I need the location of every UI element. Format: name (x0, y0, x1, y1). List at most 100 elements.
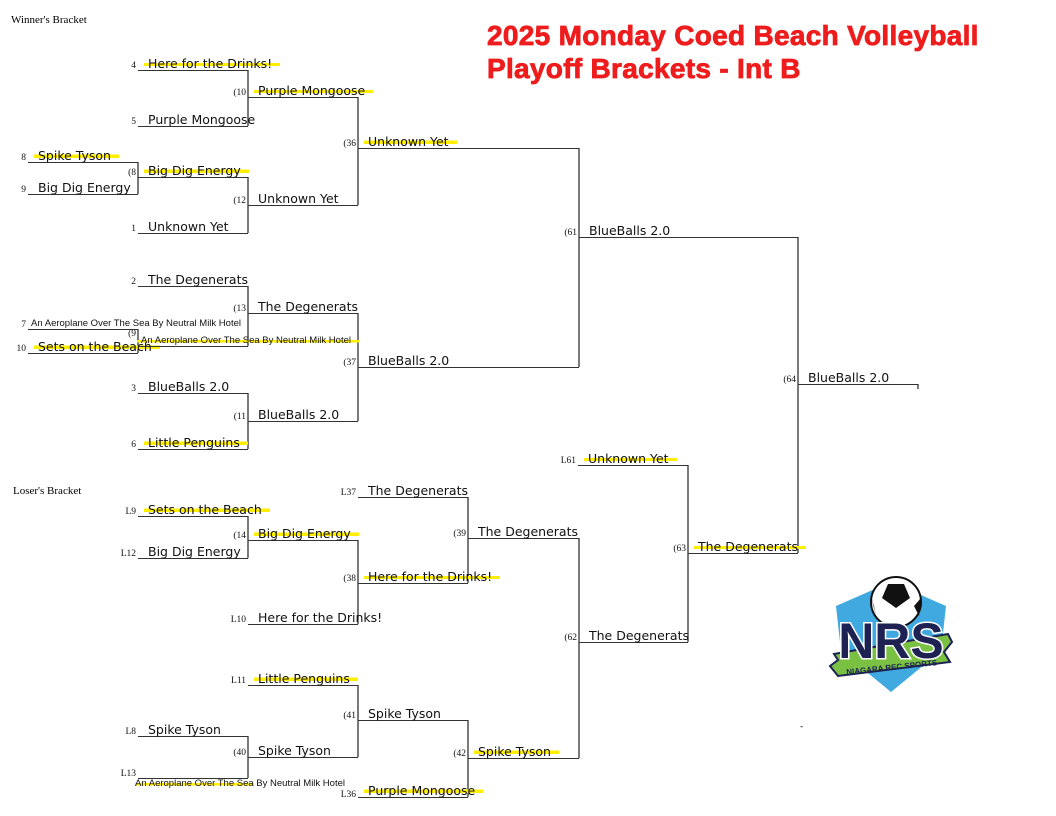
bracket-slot: Here for the Drinks! (138, 56, 281, 71)
bracket-slot: Purple Mongoose (358, 783, 484, 798)
team-name: Big Dig Energy (148, 545, 241, 558)
team-name-text: The Degenerats (589, 628, 689, 643)
team-name-text: Spike Tyson (34, 148, 119, 163)
team-name-text: The Degenerats (368, 483, 468, 498)
bracket-slot: The Degenerats (688, 539, 806, 554)
bracket-slot: Big Dig Energy (248, 526, 359, 541)
team-name-text: The Degenerats (148, 272, 248, 287)
bracket-slot: BlueBalls 2.0 (358, 354, 579, 368)
team-name: Sets on the Beach (144, 502, 270, 517)
seed-label: (63 (673, 544, 686, 554)
team-name: BlueBalls 2.0 (808, 371, 889, 384)
team-name-text: The Degenerats (694, 539, 806, 554)
bracket-slot: Sets on the Beach (28, 339, 160, 354)
seed-label: 6 (131, 440, 136, 450)
nrs-logo: NRS NIAGARA REC SPORTS (826, 576, 956, 700)
seed-label: L37 (340, 488, 356, 498)
team-name-text: Purple Mongoose (254, 83, 374, 98)
team-name-text: The Degenerats (478, 524, 578, 539)
team-name-text: BlueBalls 2.0 (368, 353, 450, 368)
seed-label: L36 (340, 790, 356, 800)
team-name-text: Little Penguins (254, 671, 358, 686)
team-name-text: Spike Tyson (368, 706, 441, 721)
team-name: Spike Tyson (474, 744, 559, 759)
team-name: Sets on the Beach (34, 339, 160, 354)
team-name: Here for the Drinks! (364, 569, 501, 584)
seed-label: L12 (120, 549, 136, 559)
team-name: Big Dig Energy (38, 181, 131, 194)
team-name: BlueBalls 2.0 (148, 380, 229, 393)
team-name-text: An Aeroplane Over The Sea By Neutral Mil… (137, 335, 359, 346)
team-name: Unknown Yet (148, 220, 229, 233)
bracket-slot: BlueBalls 2.0 (248, 408, 358, 422)
bracket-slot: Spike Tyson (28, 148, 138, 163)
bracket-slot: Spike Tyson (358, 707, 468, 721)
bracket-slot: Big Dig Energy (138, 163, 249, 178)
team-name-text: Here for the Drinks! (364, 569, 501, 584)
team-name-text: Sets on the Beach (144, 502, 270, 517)
bracket-slot: The Degenerats (579, 629, 689, 643)
team-name: The Degenerats (258, 300, 358, 313)
winners-bracket-label: Winner's Bracket (11, 14, 87, 26)
seed-label: (11 (233, 412, 246, 422)
svg-text:NRS: NRS (838, 613, 944, 669)
bracket-slot: Purple Mongoose (138, 113, 255, 127)
bracket-slot: Spike Tyson (468, 744, 579, 759)
seed-label: (40 (233, 748, 246, 758)
team-name: Little Penguins (144, 435, 248, 450)
team-name-text: Purple Mongoose (148, 112, 256, 127)
bracket-slot: Unknown Yet (578, 451, 688, 466)
bracket-slot: BlueBalls 2.0 (138, 380, 248, 394)
seed-label: (8 (128, 168, 136, 178)
team-name: BlueBalls 2.0 (258, 408, 339, 421)
bracket-slot: Little Penguins (248, 671, 358, 686)
team-name: Here for the Drinks! (144, 56, 281, 71)
team-name-text: Unknown Yet (258, 191, 339, 206)
footer-mark: - (800, 722, 804, 732)
team-name: Unknown Yet (364, 134, 457, 149)
l13-team-rest: By Neutral Milk Hotel (253, 778, 345, 789)
seed-label: 2 (131, 277, 136, 287)
team-name-text: Spike Tyson (148, 722, 221, 737)
bracket-slot: Big Dig Energy (28, 181, 138, 195)
seed-label: 10 (16, 344, 27, 354)
l13-team-name: An Aeroplane Over The Sea By Neutral Mil… (135, 778, 345, 789)
bracket-slot: Sets on the Beach (138, 502, 270, 517)
bracket-slot: Little Penguins (138, 435, 248, 450)
team-name: Little Penguins (254, 671, 358, 686)
bracket-slot: Unknown Yet (248, 192, 358, 206)
seed-label: (61 (564, 228, 577, 238)
team-name-text: Spike Tyson (258, 743, 331, 758)
team-name-text: Big Dig Energy (254, 526, 359, 541)
page-title-line1: 2025 Monday Coed Beach Volleyball (487, 20, 979, 52)
seed-label: (14 (233, 531, 246, 541)
seed-label: L13 (120, 769, 136, 779)
bracket-slot: An Aeroplane Over The Sea By Neutral Mil… (28, 318, 241, 330)
team-name-text: Little Penguins (144, 435, 248, 450)
team-name: The Degenerats (694, 539, 806, 554)
seed-label: (41 (343, 711, 356, 721)
seed-label: (36 (343, 139, 356, 149)
team-name-text: BlueBalls 2.0 (148, 379, 230, 394)
team-name-text: BlueBalls 2.0 (808, 370, 890, 385)
team-name-text: Big Dig Energy (144, 163, 249, 178)
seed-label: (12 (233, 196, 246, 206)
seed-label: L11 (231, 676, 246, 686)
seed-label: 1 (131, 224, 136, 234)
team-name: Unknown Yet (584, 451, 677, 466)
team-name: Spike Tyson (368, 707, 441, 720)
team-name: The Degenerats (478, 525, 578, 538)
l13-team-crossed: An Aeroplane Over The Sea (135, 778, 254, 789)
seed-label: (42 (453, 749, 466, 759)
bracket-slot: An Aeroplane Over The Sea By Neutral Mil… (137, 335, 359, 347)
team-name-text: Here for the Drinks! (144, 56, 281, 71)
bracket-slot: Spike Tyson (138, 723, 248, 737)
seed-label: 5 (131, 117, 136, 127)
seed-label: (38 (343, 574, 356, 584)
bracket-slot: BlueBalls 2.0 (798, 371, 918, 385)
seed-label: 3 (131, 384, 136, 394)
team-name-text: Unknown Yet (364, 134, 457, 149)
seed-label: (37 (343, 358, 356, 368)
team-name: BlueBalls 2.0 (589, 224, 670, 237)
seed-label: L9 (125, 507, 136, 517)
